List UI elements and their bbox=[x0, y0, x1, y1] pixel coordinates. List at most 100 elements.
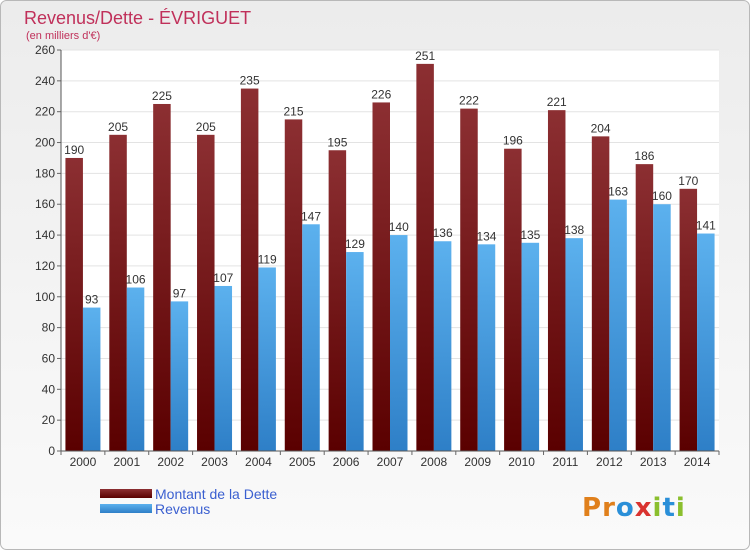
bar-dette bbox=[504, 148, 522, 451]
data-label: 205 bbox=[196, 120, 216, 134]
data-label: 134 bbox=[476, 229, 496, 243]
bar-revenus bbox=[653, 204, 671, 451]
y-tick-label: 40 bbox=[42, 382, 56, 396]
data-label: 186 bbox=[634, 149, 654, 163]
data-label: 190 bbox=[64, 143, 84, 157]
bar-revenus bbox=[521, 242, 540, 451]
x-tick-label: 2014 bbox=[684, 455, 711, 469]
logo-letter: x bbox=[635, 493, 653, 523]
proxiti-logo: Proxiti bbox=[582, 493, 686, 523]
chart-title: Revenus/Dette - ÉVRIGUET bbox=[24, 8, 251, 28]
legend-swatch-revenus bbox=[100, 504, 152, 513]
bar-dette bbox=[240, 88, 259, 452]
bar-dette bbox=[416, 63, 434, 451]
x-tick-label: 2011 bbox=[553, 455, 579, 469]
x-tick-label: 2008 bbox=[421, 455, 448, 469]
data-label: 106 bbox=[126, 273, 146, 287]
bar-revenus bbox=[565, 238, 583, 451]
bar-revenus bbox=[126, 287, 145, 451]
legend-label-revenus: Revenus bbox=[155, 501, 210, 517]
x-tick-label: 2004 bbox=[245, 455, 272, 469]
data-label: 222 bbox=[459, 94, 479, 108]
x-tick-label: 2000 bbox=[70, 455, 97, 469]
legend-label-dette: Montant de la Dette bbox=[155, 486, 277, 502]
bar-revenus bbox=[302, 224, 320, 451]
x-tick-label: 2003 bbox=[201, 455, 228, 469]
data-label: 140 bbox=[389, 220, 409, 234]
bar-dette bbox=[153, 103, 171, 451]
y-tick-label: 60 bbox=[42, 351, 56, 365]
bar-revenus bbox=[258, 267, 276, 451]
data-label: 235 bbox=[240, 74, 260, 88]
data-label: 205 bbox=[108, 120, 128, 134]
data-label: 107 bbox=[213, 271, 233, 285]
logo-letter: o bbox=[616, 493, 635, 523]
x-tick-label: 2010 bbox=[508, 455, 535, 469]
data-label: 141 bbox=[696, 219, 716, 233]
x-tick-label: 2009 bbox=[464, 455, 491, 469]
bar-revenus bbox=[214, 285, 233, 451]
bar-dette bbox=[547, 110, 566, 452]
logo-letter: r bbox=[602, 493, 616, 523]
data-label: 160 bbox=[652, 189, 672, 203]
legend-swatch-dette bbox=[100, 489, 152, 498]
data-label: 147 bbox=[301, 209, 321, 223]
y-tick-label: 80 bbox=[42, 321, 56, 335]
y-tick-label: 200 bbox=[35, 136, 55, 150]
chart-subtitle: (en milliers d'€) bbox=[26, 30, 100, 42]
data-label: 136 bbox=[433, 226, 453, 240]
bar-revenus bbox=[346, 252, 364, 451]
bar-revenus bbox=[433, 241, 452, 451]
bars bbox=[65, 63, 715, 452]
x-tick-label: 2013 bbox=[640, 455, 667, 469]
bar-dette bbox=[328, 150, 347, 451]
y-tick-label: 140 bbox=[35, 228, 55, 242]
y-tick-label: 220 bbox=[35, 105, 55, 119]
data-label: 93 bbox=[85, 293, 99, 307]
x-tick-label: 2012 bbox=[596, 455, 623, 469]
bar-dette bbox=[284, 119, 303, 452]
data-label: 135 bbox=[520, 228, 540, 242]
proxiti-logo-text: Proxiti bbox=[582, 493, 686, 523]
x-tick-label: 2007 bbox=[377, 455, 404, 469]
axes: 0 20 40 60 80 100 120 140 160 180 200 220 240 260 2000… bbox=[35, 43, 720, 469]
bar-revenus bbox=[170, 301, 189, 451]
bar-revenus bbox=[390, 235, 408, 451]
data-label: 204 bbox=[591, 121, 611, 135]
bar-dette bbox=[65, 157, 83, 451]
bar-dette bbox=[679, 188, 698, 452]
data-label: 138 bbox=[564, 223, 584, 237]
bar-dette bbox=[372, 102, 390, 451]
logo-letter: i bbox=[653, 493, 663, 523]
data-label: 225 bbox=[152, 89, 172, 103]
data-label: 215 bbox=[284, 104, 304, 118]
logo-letter: i bbox=[676, 493, 686, 523]
y-tick-label: 260 bbox=[35, 43, 55, 57]
bar-dette bbox=[109, 134, 127, 452]
y-tick-label: 0 bbox=[48, 444, 55, 458]
data-label: 119 bbox=[258, 252, 277, 266]
y-tick-label: 100 bbox=[35, 290, 55, 304]
bar-revenus bbox=[477, 244, 496, 451]
x-tick-label: 2005 bbox=[289, 455, 316, 469]
y-tick-label: 240 bbox=[35, 74, 55, 88]
data-label: 195 bbox=[327, 135, 347, 149]
legend: Montant de la Dette Revenus bbox=[100, 486, 277, 517]
x-tick-label: 2001 bbox=[113, 455, 140, 469]
bar-revenus bbox=[609, 199, 627, 451]
data-labels: 190 93 205 106 225 97 205 107 235 119 215 147 195 129… bbox=[64, 49, 716, 307]
y-tick-label: 160 bbox=[35, 197, 55, 211]
data-label: 251 bbox=[415, 49, 435, 63]
bar-dette bbox=[460, 108, 478, 451]
bar-dette bbox=[635, 164, 654, 451]
data-label: 129 bbox=[345, 237, 365, 251]
y-tick-label: 180 bbox=[35, 166, 55, 180]
bar-revenus bbox=[697, 233, 715, 451]
data-label: 163 bbox=[608, 185, 628, 199]
data-label: 226 bbox=[371, 87, 391, 101]
bar-dette bbox=[197, 134, 215, 452]
logo-letter: P bbox=[582, 493, 602, 523]
logo-letter: t bbox=[662, 493, 675, 523]
